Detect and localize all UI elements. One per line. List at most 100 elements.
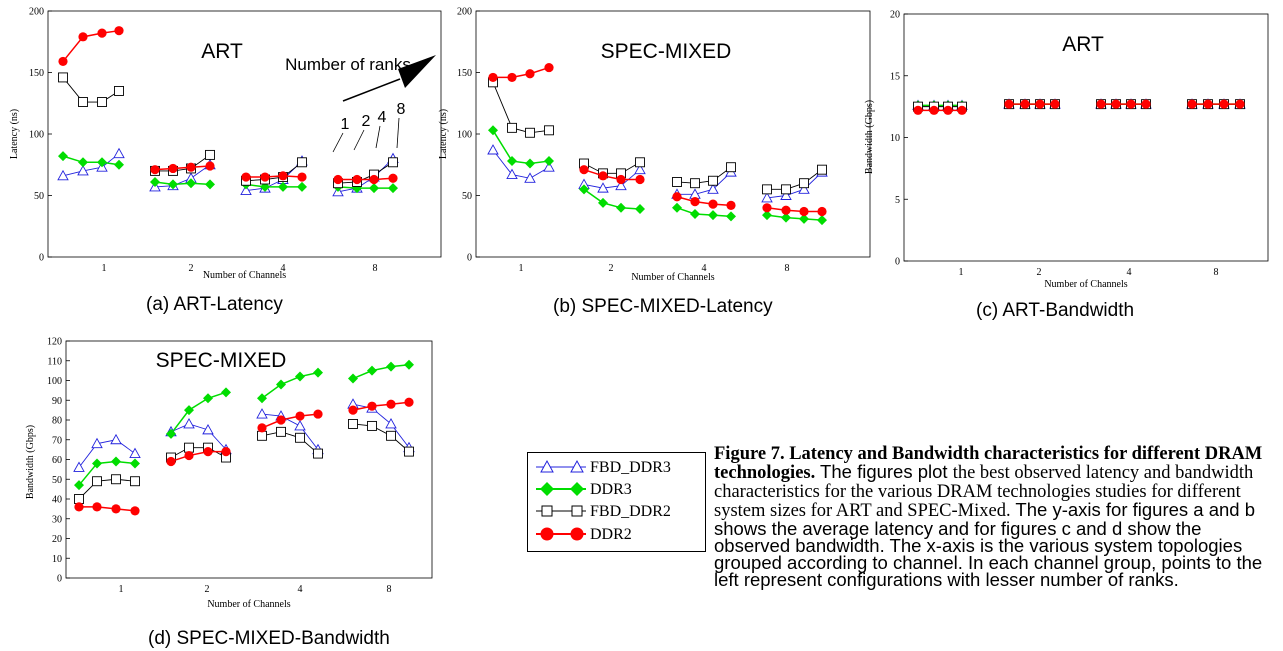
data-point xyxy=(369,183,379,194)
data-point xyxy=(762,203,772,213)
series-line xyxy=(352,401,410,411)
data-point xyxy=(276,415,286,425)
data-point xyxy=(333,174,343,185)
series-line xyxy=(246,175,303,178)
data-point xyxy=(597,182,609,193)
data-point xyxy=(369,174,379,185)
x-tick-label: 1 xyxy=(519,263,524,274)
data-point xyxy=(929,105,939,115)
legend-label: FBD_DDR2 xyxy=(590,503,671,520)
data-point xyxy=(202,423,214,435)
data-point xyxy=(506,168,518,180)
data-point xyxy=(367,365,377,376)
data-point xyxy=(313,448,323,459)
x-tick-label: 2 xyxy=(189,263,194,274)
data-point xyxy=(58,151,68,162)
data-point xyxy=(957,105,967,115)
series-line xyxy=(245,161,303,182)
series-line xyxy=(583,188,641,210)
data-point xyxy=(524,172,536,183)
series-ddr2 xyxy=(913,99,1245,115)
data-point xyxy=(186,178,196,189)
x-tick-label: 1 xyxy=(119,584,124,595)
data-point xyxy=(817,215,827,226)
series-fbd-ddr2 xyxy=(488,77,827,195)
data-point xyxy=(913,105,923,115)
series-line xyxy=(767,169,823,190)
annotation-arrow-shaft xyxy=(342,78,401,102)
y-tick-label: 0 xyxy=(895,257,900,268)
data-point xyxy=(488,125,498,136)
data-point xyxy=(487,144,499,155)
data-point xyxy=(761,192,773,203)
plot-frame xyxy=(47,10,442,258)
series-line xyxy=(492,129,550,165)
data-point xyxy=(297,172,307,182)
y-tick-label: 0 xyxy=(57,574,62,585)
triangle-marker-icon xyxy=(536,459,586,473)
data-point xyxy=(78,32,88,42)
data-point xyxy=(348,405,358,415)
data-point xyxy=(404,446,414,457)
data-point xyxy=(690,208,700,219)
data-point xyxy=(690,178,700,189)
data-point xyxy=(205,149,215,160)
figure-title: Figure 7. Latency and Bandwidth characte… xyxy=(714,444,1263,483)
series-line xyxy=(170,450,226,463)
data-point xyxy=(313,367,323,378)
data-point xyxy=(97,28,107,38)
data-point xyxy=(726,162,736,173)
data-point xyxy=(240,184,252,196)
x-tick-label: 1 xyxy=(102,263,107,274)
y-tick-label: 100 xyxy=(29,130,44,141)
data-point xyxy=(114,159,124,170)
rank-pointer xyxy=(332,132,344,153)
square-marker-icon xyxy=(536,505,586,517)
chart-legend: FBD_DDR3 DDR3 FBD_DDR2 DDR2 xyxy=(527,452,706,552)
data-point xyxy=(707,183,719,194)
data-point xyxy=(58,56,68,67)
series-line xyxy=(79,506,136,512)
y-tick-label: 30 xyxy=(52,514,62,525)
data-point xyxy=(183,418,195,429)
data-point xyxy=(616,174,626,185)
data-point xyxy=(598,197,608,208)
caption-b: (b) SPEC-MIXED-Latency xyxy=(553,296,773,317)
x-tick-label: 4 xyxy=(298,584,303,595)
data-point xyxy=(386,361,396,372)
legend-item-ddr3: DDR3 xyxy=(528,479,707,501)
data-point xyxy=(544,62,554,73)
series-line xyxy=(78,478,136,500)
series-line xyxy=(766,207,822,213)
x-tick-label: 4 xyxy=(281,263,286,274)
data-point xyxy=(544,125,554,136)
data-point xyxy=(1141,99,1151,109)
data-point xyxy=(672,177,682,187)
rank-pointer xyxy=(353,129,365,151)
data-point xyxy=(762,210,772,221)
data-point xyxy=(525,127,535,138)
data-point xyxy=(257,423,267,433)
series-line xyxy=(155,154,211,172)
data-point xyxy=(507,156,517,167)
y-tick-label: 0 xyxy=(467,253,472,264)
data-point xyxy=(168,163,178,174)
data-point xyxy=(404,359,414,370)
y-tick-label: 70 xyxy=(52,435,62,446)
data-point xyxy=(114,26,124,36)
y-tick-label: 10 xyxy=(52,554,62,565)
chart-title: ART xyxy=(1062,33,1104,56)
series-line xyxy=(583,161,641,174)
data-point xyxy=(295,432,305,443)
data-point xyxy=(184,442,194,453)
data-point xyxy=(205,161,215,171)
data-point xyxy=(708,210,718,221)
rank-pointer xyxy=(375,125,381,149)
caption-c: (c) ART-Bandwidth xyxy=(976,300,1135,321)
data-point xyxy=(97,157,107,168)
plot-frame xyxy=(65,340,433,579)
data-point xyxy=(762,184,772,195)
series-line xyxy=(492,149,550,179)
figure-description: Figure 7. Latency and Bandwidth characte… xyxy=(714,444,1274,589)
y-tick-label: 50 xyxy=(34,191,44,202)
